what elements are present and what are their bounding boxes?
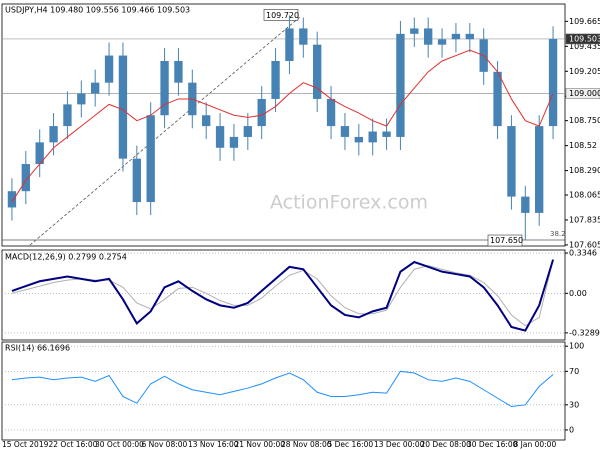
line-series [11, 260, 554, 327]
candle-body [507, 126, 516, 197]
candle-body [396, 33, 405, 137]
level-label: 109.000 [569, 89, 600, 98]
candle-body [465, 33, 474, 40]
candle-body [118, 55, 128, 159]
candle-body [368, 131, 377, 143]
y-tick-label: 0.3346 [569, 249, 597, 258]
candle-body [21, 164, 30, 192]
y-tick-label: 107.605 [569, 240, 600, 249]
low-label: 107.650 [490, 236, 523, 245]
fib-label: 38.2 [550, 230, 566, 238]
candle-body [104, 55, 114, 83]
fib-trendline [29, 16, 301, 246]
x-tick-label: 28 Nov 08:00 [281, 440, 332, 449]
candle-body [174, 60, 183, 83]
candle-body [340, 126, 350, 137]
candle-body [91, 82, 100, 94]
candle-body [521, 196, 530, 213]
candle-body [437, 39, 447, 45]
watermark: ActionForex.com [270, 192, 428, 214]
candle-body [410, 28, 419, 34]
x-tick-label: 15 Oct 2019 [2, 440, 49, 449]
candle-body [299, 28, 308, 45]
rsi-title: RSI(14) 66.1696 [5, 344, 70, 353]
y-tick-label: 107.835 [569, 215, 600, 224]
candle-body [326, 98, 336, 127]
candle-body [535, 126, 544, 213]
candle-body [354, 136, 363, 143]
y-tick-label: 109.205 [569, 67, 600, 76]
candle-body [63, 104, 72, 127]
level-box [565, 33, 600, 45]
candle-body [424, 28, 433, 45]
candle-body [382, 131, 391, 137]
high-label: 109.720 [266, 11, 299, 20]
y-tick-label: 109.435 [569, 42, 600, 51]
y-tick-label: 0 [569, 425, 574, 434]
low-box [487, 234, 523, 247]
x-tick-label: 30 Oct 00:00 [95, 440, 144, 449]
candle-body [7, 191, 17, 208]
x-tick-label: 6 Nov 08:00 [142, 440, 188, 449]
x-tick-label: 22 Oct 16:00 [49, 440, 98, 449]
macd-title: MACD(12,26,9) 0.2799 0.2754 [5, 253, 127, 262]
y-tick-label: 108.065 [569, 190, 600, 199]
y-tick-label: 108.750 [569, 116, 600, 125]
x-tick-label: 13 Nov 16:00 [188, 440, 239, 449]
candle-body [229, 136, 239, 148]
candle-body [243, 126, 252, 137]
candle-body [202, 115, 211, 127]
rsi-frame [1, 341, 566, 441]
x-tick-label: 21 Nov 00:00 [235, 440, 286, 449]
candle-body [132, 158, 141, 203]
y-tick-label: 0.00 [569, 289, 587, 298]
candle-body [493, 71, 502, 127]
y-tick-label: 109.665 [569, 17, 600, 26]
line-series [11, 49, 554, 203]
price-frame [1, 3, 566, 247]
candle-body [77, 93, 86, 105]
y-tick-label: 70 [569, 367, 579, 376]
y-tick-label: 108.52 [569, 141, 597, 150]
candle-body [160, 60, 169, 116]
candle-body [215, 126, 225, 148]
y-tick-label: -0.3289 [569, 328, 600, 337]
y-tick-label: 108.290 [569, 166, 600, 175]
candle-body [285, 28, 294, 61]
x-tick-label: 30 Dec 16:00 [467, 440, 518, 449]
candle-body [35, 142, 44, 165]
candle-body [313, 44, 322, 99]
x-tick-label: 20 Dec 08:00 [421, 440, 472, 449]
candle-body [451, 33, 461, 40]
candle-body [548, 38, 558, 127]
y-tick-label: 30 [569, 400, 579, 409]
macd-frame [1, 249, 566, 341]
candle-body [146, 115, 155, 203]
candle-body [271, 60, 280, 99]
x-tick-label: 8 Jan 00:00 [514, 440, 557, 449]
y-tick-label: 100 [569, 342, 584, 351]
level-box [565, 88, 600, 99]
candle-body [49, 126, 58, 143]
line-series [11, 370, 554, 408]
x-tick-label: 5 Dec 16:00 [328, 440, 374, 449]
x-tick-label: 13 Dec 00:00 [374, 440, 425, 449]
line-series [11, 259, 555, 332]
price-title: USDJPY,H4 109.480 109.556 109.466 109.50… [5, 6, 190, 15]
candle-body [257, 98, 266, 127]
level-label: 109.503 [569, 34, 600, 43]
high-box [263, 9, 299, 21]
